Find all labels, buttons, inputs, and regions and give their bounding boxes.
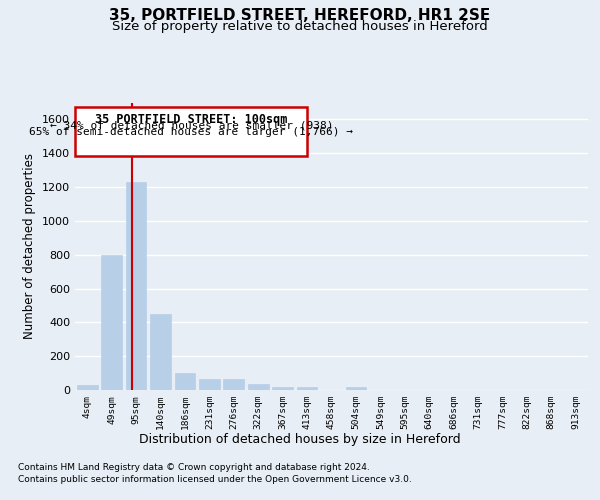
- Text: ← 34% of detached houses are smaller (938): ← 34% of detached houses are smaller (93…: [50, 120, 333, 130]
- Text: Distribution of detached houses by size in Hereford: Distribution of detached houses by size …: [139, 432, 461, 446]
- Bar: [296, 386, 317, 390]
- Bar: [101, 254, 122, 390]
- FancyBboxPatch shape: [76, 106, 307, 156]
- Text: Size of property relative to detached houses in Hereford: Size of property relative to detached ho…: [112, 20, 488, 33]
- Y-axis label: Number of detached properties: Number of detached properties: [23, 153, 37, 340]
- Bar: [175, 373, 196, 390]
- Bar: [346, 386, 367, 390]
- Text: Contains HM Land Registry data © Crown copyright and database right 2024.: Contains HM Land Registry data © Crown c…: [18, 462, 370, 471]
- Text: Contains public sector information licensed under the Open Government Licence v3: Contains public sector information licen…: [18, 475, 412, 484]
- Bar: [272, 386, 293, 390]
- Text: 65% of semi-detached houses are larger (1,766) →: 65% of semi-detached houses are larger (…: [29, 127, 353, 137]
- Text: 35, PORTFIELD STREET, HEREFORD, HR1 2SE: 35, PORTFIELD STREET, HEREFORD, HR1 2SE: [109, 8, 491, 22]
- Bar: [77, 385, 98, 390]
- Bar: [150, 314, 171, 390]
- Bar: [199, 379, 220, 390]
- Bar: [223, 379, 244, 390]
- Text: 35 PORTFIELD STREET: 100sqm: 35 PORTFIELD STREET: 100sqm: [95, 112, 287, 126]
- Bar: [125, 182, 146, 390]
- Bar: [248, 384, 269, 390]
